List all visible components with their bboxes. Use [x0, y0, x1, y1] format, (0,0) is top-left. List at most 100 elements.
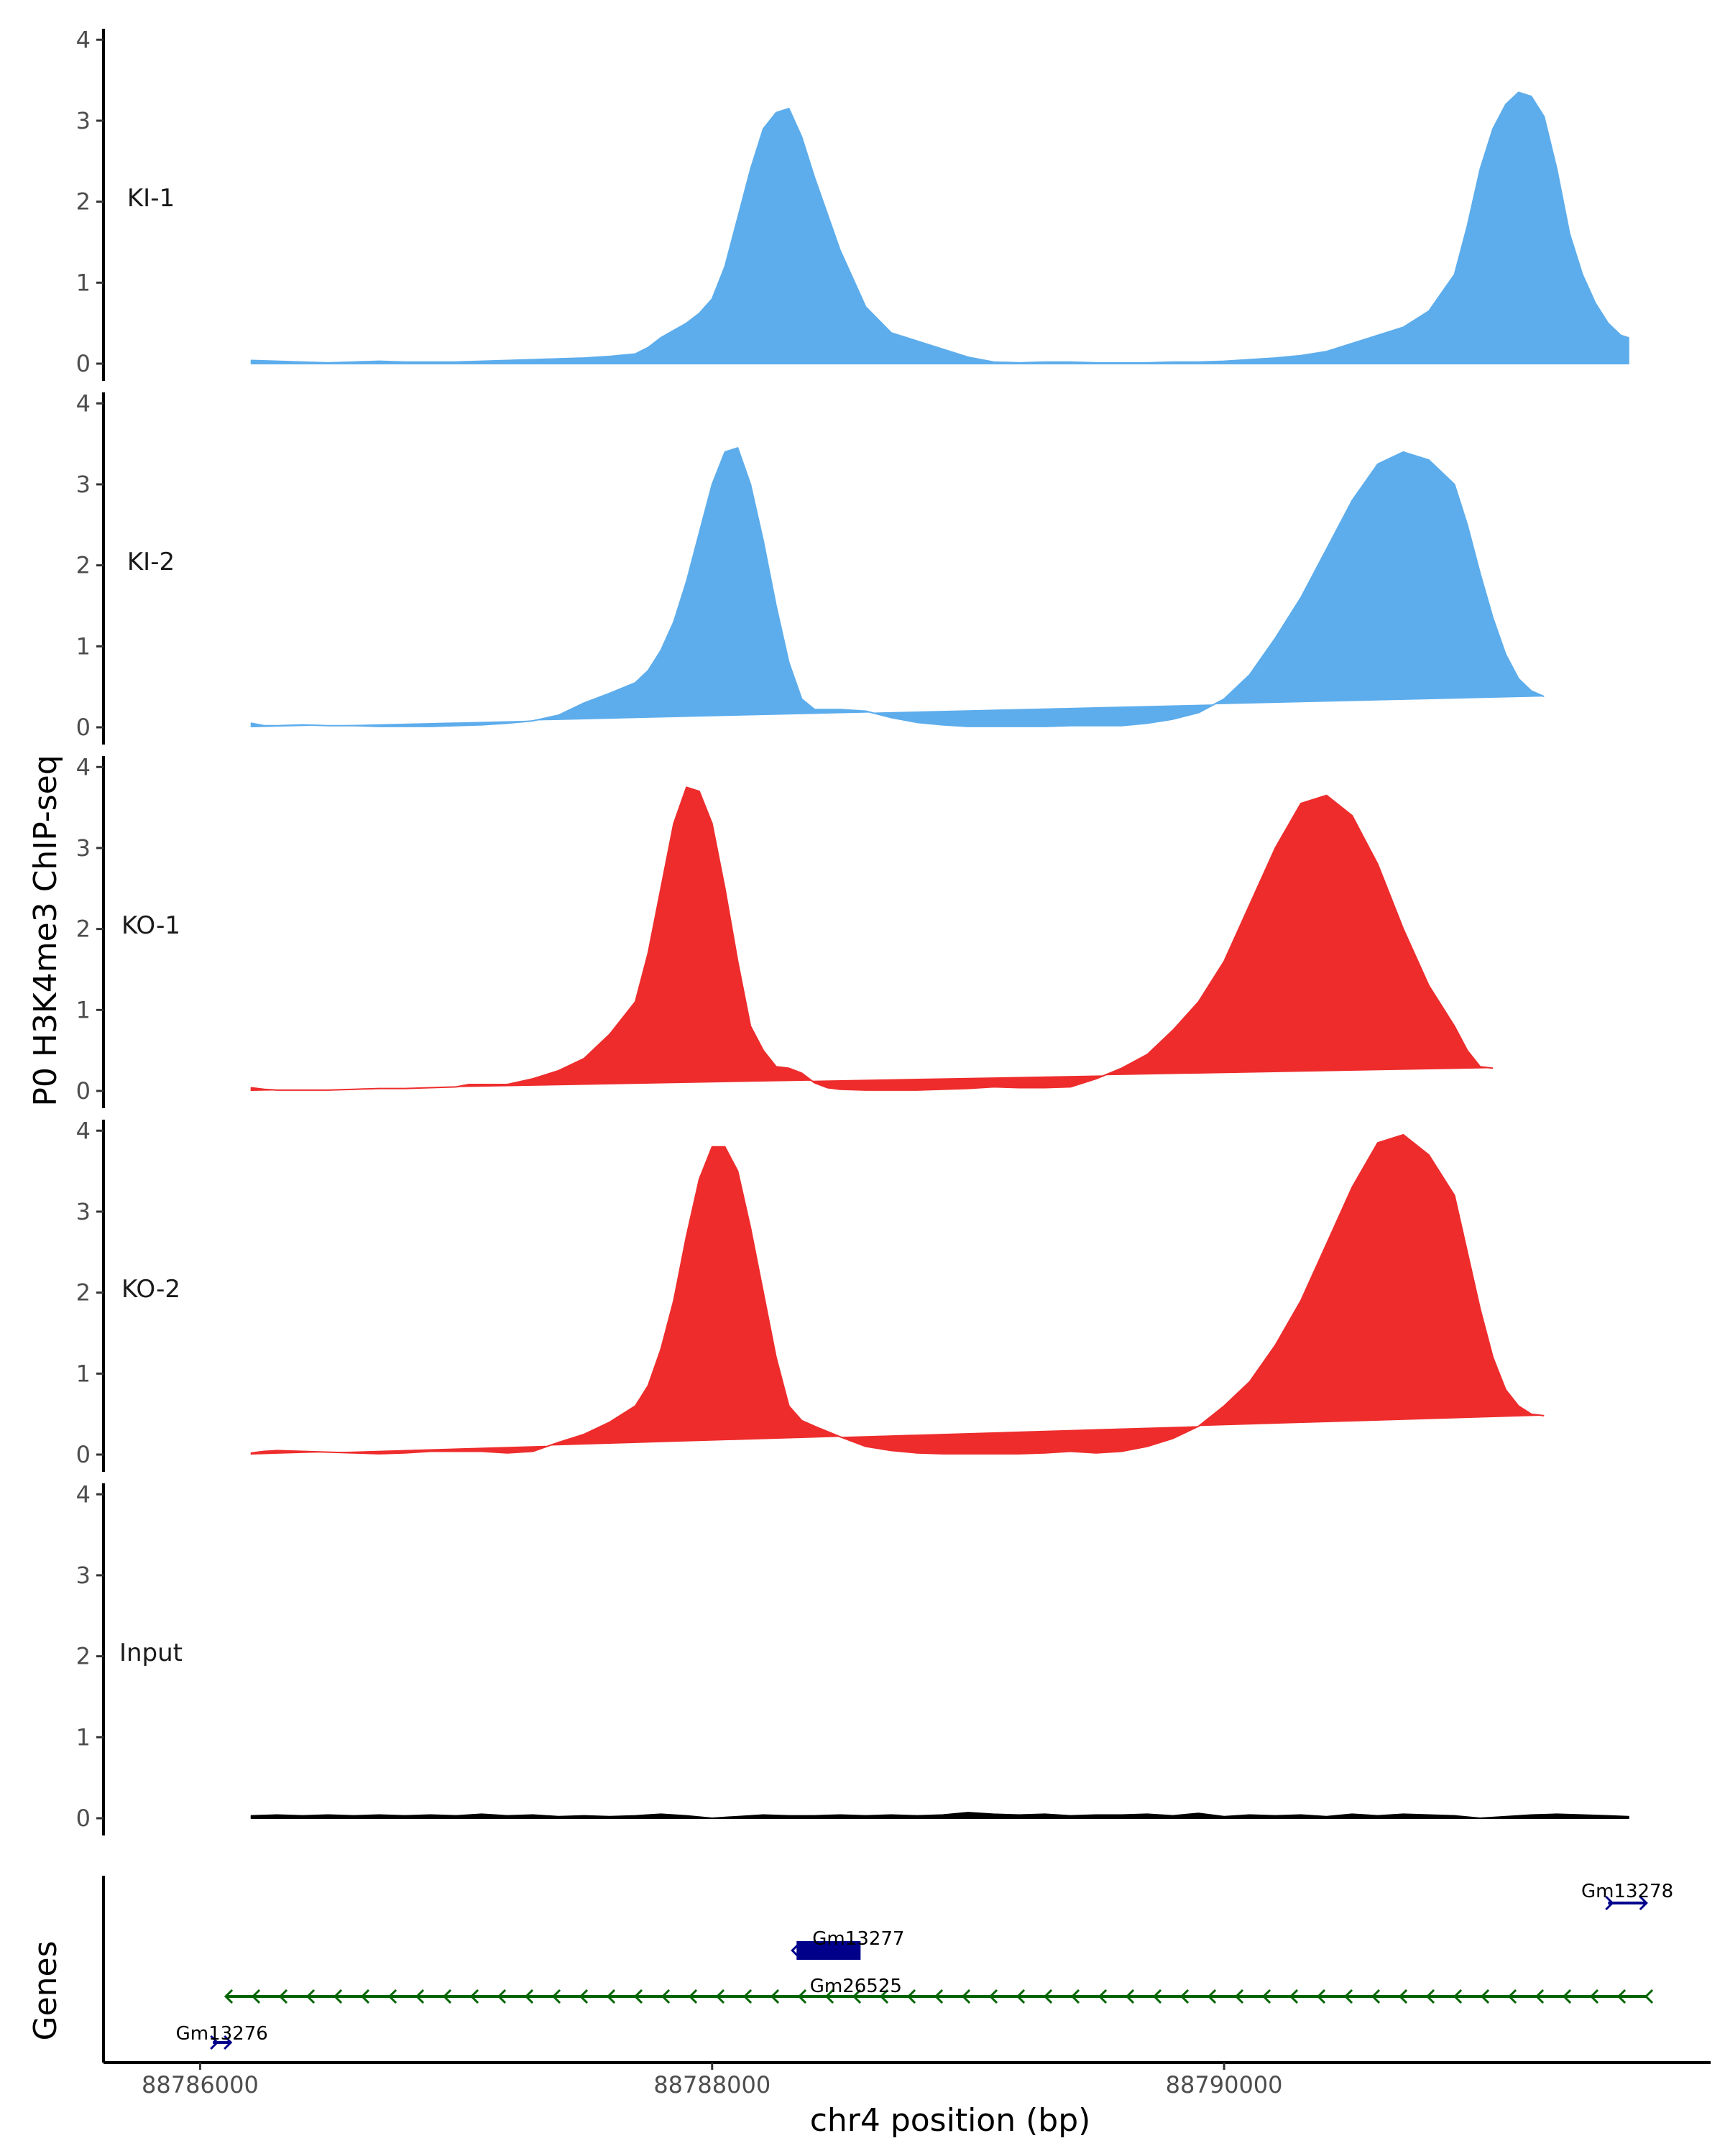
strand-chevron [1562, 1989, 1572, 2004]
track-label: Input [119, 1639, 183, 1667]
strand-chevron [387, 1989, 397, 2004]
strand-chevron [1644, 1989, 1654, 2004]
strand-chevron [1371, 1989, 1381, 2004]
x-tick-label: 88790000 [1166, 2071, 1283, 2099]
track-label: KI-2 [127, 548, 175, 576]
y-tick-label: 0 [76, 1077, 91, 1105]
strand-chevron [1234, 1989, 1244, 2004]
strand-chevron [988, 1989, 998, 2004]
strand-chevron [224, 1989, 234, 2004]
y-tick-label: 4 [76, 1480, 91, 1508]
track-label: KO-2 [121, 1275, 180, 1304]
track-input: 0 1 2 3 4 Input [76, 1480, 1629, 1835]
gene-exon [796, 1941, 861, 1960]
y-tick-label: 0 [76, 1805, 91, 1832]
gene-gm13277: Gm13277 [791, 1928, 904, 1960]
y-tick-label: 3 [76, 107, 91, 134]
strand-chevron [1507, 1989, 1517, 2004]
y-tick-label: 3 [76, 1562, 91, 1589]
genes-layer: Gm13278 Gm13277 Gm26525 Gm13276 [102, 1876, 1673, 2063]
strand-chevron [906, 1989, 916, 2004]
coverage-area [250, 1812, 1629, 1819]
strand-chevron [797, 1989, 807, 2004]
y-tick-label: 4 [76, 1117, 91, 1144]
strand-chevron [1480, 1989, 1490, 2004]
gene-gm13278: Gm13278 [1581, 1881, 1673, 1911]
strand-chevron [278, 1989, 288, 2004]
y-tick-label: 3 [76, 834, 91, 862]
track-label: KO-1 [121, 911, 180, 940]
strand-chevron [688, 1989, 698, 2004]
coverage-area [250, 1133, 1545, 1455]
strand-chevron [791, 1943, 800, 1958]
strand-chevron [1179, 1989, 1190, 2004]
strand-chevron [497, 1989, 507, 2004]
strand-chevron [251, 1989, 261, 2004]
strand-chevron [1070, 1989, 1080, 2004]
gene-label: Gm26525 [810, 1976, 902, 1997]
gene-label: Gm13277 [812, 1928, 904, 1950]
coverage-area [250, 447, 1545, 727]
strand-chevron [1605, 1895, 1614, 1911]
x-tick-label: 88786000 [142, 2071, 259, 2099]
strand-chevron [879, 1989, 889, 2004]
strand-chevron [333, 1989, 343, 2004]
y-tick-label: 0 [76, 1441, 91, 1468]
y-tick-label: 3 [76, 1198, 91, 1225]
strand-chevron [551, 1989, 561, 2004]
strand-chevron [1616, 1989, 1627, 2004]
strand-chevron [224, 2035, 233, 2050]
y-tick-label: 2 [76, 188, 91, 216]
strand-chevron [1639, 1895, 1648, 1911]
gene-label: Gm13276 [176, 2023, 268, 2045]
track-ki-2: 0 1 2 3 4 KI-2 [76, 390, 1545, 745]
strand-chevron [715, 1989, 725, 2004]
y-tick-label: 2 [76, 916, 91, 943]
strand-chevron [1425, 1989, 1435, 2004]
strand-chevron [1098, 1989, 1108, 2004]
track-ko-1: 0 1 2 3 4 KO-1 [76, 753, 1494, 1108]
strand-chevron [934, 1989, 944, 2004]
strand-chevron [210, 2035, 219, 2050]
strand-chevron [1043, 1989, 1053, 2004]
strand-chevron [524, 1989, 534, 2004]
strand-chevron [824, 1989, 834, 2004]
y-axis-title: P0 H3K4me3 ChIP-seq [27, 755, 64, 1106]
strand-chevron [742, 1989, 753, 2004]
strand-chevron [1343, 1989, 1353, 2004]
gene-gm26525: Gm26525 [224, 1976, 1654, 2004]
strand-chevron [661, 1989, 671, 2004]
strand-chevron [1016, 1989, 1026, 2004]
y-tick-label: 2 [76, 1643, 91, 1670]
x-axis: 88786000 88788000 88790000 [104, 2061, 1711, 2099]
strand-chevron [1289, 1989, 1299, 2004]
strand-chevron [1261, 1989, 1271, 2004]
strand-chevron [852, 1989, 862, 2004]
strand-chevron [1398, 1989, 1408, 2004]
coverage-area [250, 91, 1629, 364]
y-tick-label: 3 [76, 471, 91, 498]
y-tick-label: 1 [76, 1723, 91, 1751]
strand-chevron [415, 1989, 425, 2004]
y-tick-label: 2 [76, 552, 91, 579]
y-tick-label: 1 [76, 1360, 91, 1387]
y-tick-label: 4 [76, 753, 91, 780]
strand-chevron [469, 1989, 479, 2004]
strand-chevron [305, 1989, 316, 2004]
coverage-area [250, 786, 1494, 1091]
strand-chevron [442, 1989, 452, 2004]
strand-chevron [579, 1989, 589, 2004]
gene-gm13276: Gm13276 [176, 2023, 268, 2050]
y-tick-label: 1 [76, 269, 91, 296]
strand-chevron [1207, 1989, 1217, 2004]
strand-chevron [961, 1989, 971, 2004]
tracks-layer: 0 1 2 3 4 KI-1 0 1 2 3 4 KI-2 0 1 2 3 4 KO-1 0 1 2 3 4 KO-2 0 1 2 3… [76, 26, 1629, 1835]
track-label: KI-1 [127, 184, 175, 213]
track-ki-1: 0 1 2 3 4 KI-1 [76, 26, 1629, 381]
strand-chevron [1535, 1989, 1545, 2004]
x-tick-label: 88788000 [653, 2071, 770, 2099]
track-ko-2: 0 1 2 3 4 KO-2 [76, 1117, 1545, 1472]
strand-chevron [1152, 1989, 1162, 2004]
y-tick-label: 0 [76, 714, 91, 741]
